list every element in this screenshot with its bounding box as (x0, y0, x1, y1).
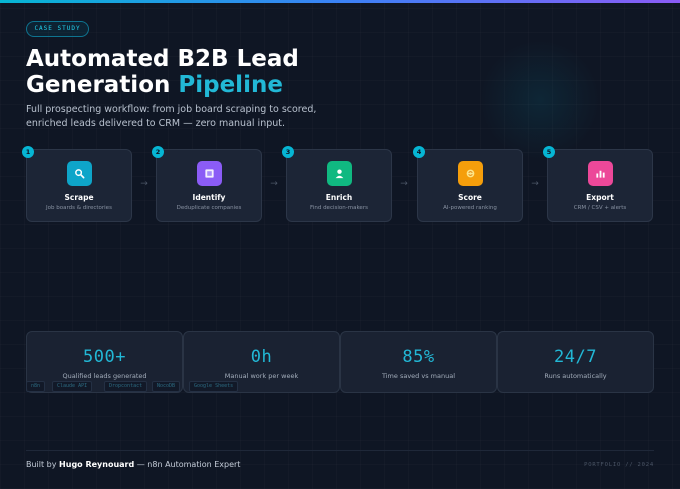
title-accent: Pipeline (178, 72, 283, 98)
pipeline-step-scrape: 1 Scrape Job boards & directories (22, 146, 132, 222)
case-study-badge: CASE STUDY (26, 21, 89, 37)
stat-value: 0h (250, 347, 273, 367)
step-number: 2 (152, 146, 164, 158)
tech-tag: Google Sheets (189, 381, 239, 392)
step-description: Job boards & directories (46, 205, 112, 211)
arrow-icon: → (270, 179, 278, 189)
pipeline-step-enrich: 3 Enrich Find decision-makers (282, 146, 392, 222)
pipeline-step-export: 5 Export CRM / CSV + alerts (543, 146, 653, 222)
stat-card: 85% Time saved vs manual (340, 331, 497, 393)
search-icon (67, 161, 92, 186)
top-accent-bar (0, 0, 680, 3)
stat-value: 85% (402, 347, 435, 367)
footer-prefix: Built by (26, 460, 60, 469)
step-number: 5 (543, 146, 555, 158)
page-subtitle: Full prospecting workflow: from job boar… (26, 104, 317, 129)
stat-card: 24/7 Runs automatically (497, 331, 654, 393)
title-line-1: Automated B2B Lead (26, 46, 299, 72)
stat-value: 500+ (83, 347, 126, 367)
arrow-icon: → (531, 179, 539, 189)
author-name: Hugo Reynouard (59, 460, 135, 469)
arrow-icon: → (140, 179, 148, 189)
user-icon (327, 161, 352, 186)
tech-tag: NocoDB (152, 381, 181, 392)
square-icon (197, 161, 222, 186)
step-description: CRM / CSV + alerts (573, 205, 627, 211)
step-description: Find decision-makers (310, 205, 368, 211)
step-title: Enrich (325, 193, 353, 202)
chart-icon (588, 161, 613, 186)
footer-credit: Built by Hugo Reynouard — n8n Automation… (26, 460, 240, 469)
footer-suffix: — n8n Automation Expert (134, 460, 241, 469)
step-description: AI-powered ranking (443, 205, 497, 211)
stat-label: Runs automatically (544, 372, 607, 380)
pipeline-step-identify: 2 Identify Deduplicate companies (152, 146, 262, 222)
step-number: 1 (22, 146, 34, 158)
footer-portfolio-label: PORTFOLIO // 2024 (584, 462, 654, 468)
step-number: 3 (282, 146, 294, 158)
step-title: Score (458, 193, 482, 202)
stat-label: Time saved vs manual (381, 372, 456, 380)
tech-tag: Claude API (52, 381, 93, 392)
brain-icon (458, 161, 483, 186)
page-title: Automated B2B Lead Generation Pipeline (26, 46, 426, 98)
step-title: Export (586, 193, 614, 202)
stat-value: 24/7 (554, 347, 597, 367)
pipeline-step-score: 4 Score AI-powered ranking (413, 146, 523, 222)
tech-tag: Dropcontact (104, 381, 148, 392)
step-title: Scrape (64, 193, 94, 202)
tech-tag: n8n (26, 381, 46, 392)
stat-label: Manual work per week (224, 372, 299, 380)
footer-divider (26, 450, 654, 451)
step-number: 4 (413, 146, 425, 158)
arrow-icon: → (400, 179, 408, 189)
step-title: Identify (192, 193, 226, 202)
stat-label: Qualified leads generated (62, 372, 147, 380)
pipeline: 1 Scrape Job boards & directories → 2 Id… (22, 146, 654, 222)
title-line-2: Generation (26, 72, 179, 98)
step-description: Deduplicate companies (176, 205, 242, 211)
